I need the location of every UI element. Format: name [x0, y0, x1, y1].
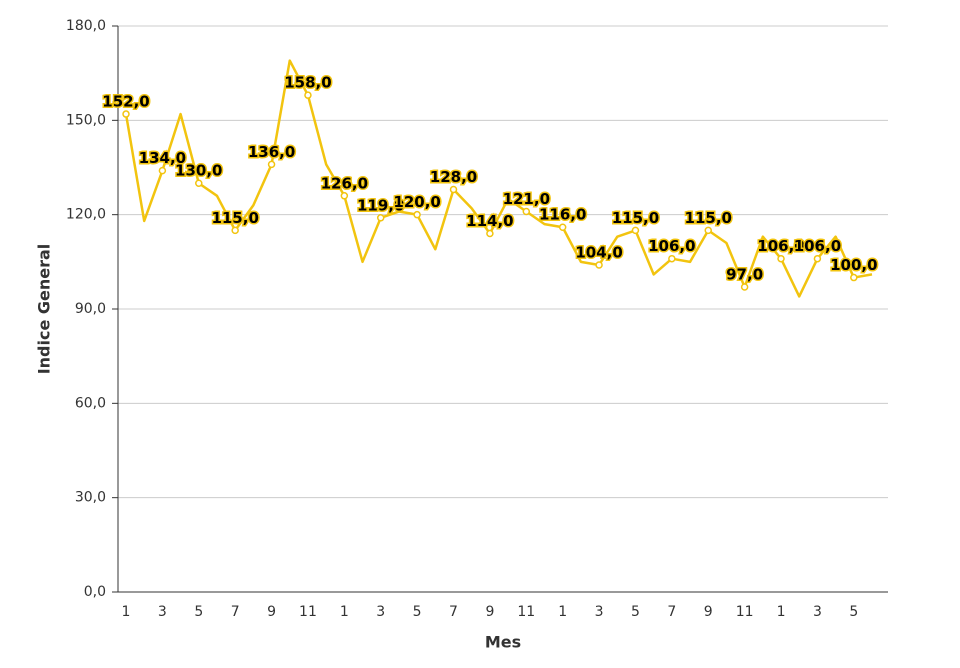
value-label: 130,0	[175, 162, 222, 180]
x-tick-label: 7	[667, 604, 676, 620]
x-tick-label: 5	[631, 604, 640, 620]
y-tick-label: 90,0	[75, 301, 106, 317]
x-tick-label: 3	[376, 604, 385, 620]
y-tick-label: 60,0	[75, 395, 106, 411]
y-tick-label: 30,0	[75, 490, 106, 506]
value-label: 106,0	[757, 237, 804, 255]
point	[231, 226, 239, 235]
point	[195, 179, 203, 187]
x-tick-label: 1	[340, 604, 349, 620]
value-label: 126,0	[321, 174, 368, 192]
x-tick-label: 11	[299, 604, 317, 620]
y-axis-title: Indice General	[35, 244, 54, 375]
point	[813, 254, 822, 263]
y-tick-label: 120,0	[66, 207, 106, 223]
point	[304, 91, 312, 99]
point	[376, 214, 385, 222]
point	[668, 254, 676, 263]
point	[340, 192, 349, 200]
value-label: 97,0	[726, 265, 763, 283]
value-label: 120,0	[393, 193, 440, 211]
value-label: 152,0	[102, 93, 149, 111]
value-label: 115,0	[612, 209, 659, 227]
point	[522, 207, 531, 216]
x-tick-label: 5	[413, 604, 422, 620]
x-tick-label: 5	[849, 604, 858, 620]
x-tick-label: 3	[595, 604, 604, 620]
x-tick-label: 3	[158, 604, 167, 620]
value-label: 106,0	[648, 237, 695, 255]
x-tick-label: 5	[194, 604, 203, 620]
point	[777, 254, 785, 263]
point	[558, 223, 567, 231]
y-tick-label: 180,0	[66, 18, 106, 34]
point	[158, 166, 167, 175]
x-tick-label: 11	[736, 604, 754, 620]
x-axis-title: Mes	[485, 633, 521, 652]
value-label: 104,0	[575, 243, 622, 261]
value-label: 134,0	[139, 149, 186, 167]
x-tick-label: 9	[267, 604, 276, 620]
value-label: 115,0	[211, 209, 258, 227]
point	[704, 226, 712, 235]
value-label: 114,0	[466, 212, 513, 230]
line	[124, 59, 873, 298]
point	[595, 261, 603, 269]
x-tick-label: 7	[231, 604, 240, 620]
value-label: 136,0	[248, 143, 295, 161]
value-label: 115,0	[685, 209, 732, 227]
x-tick-label: 1	[777, 604, 786, 620]
value-label: 100,0	[830, 256, 877, 274]
value-label: 119,0	[357, 196, 404, 214]
x-tick-label: 9	[485, 604, 494, 620]
x-tick-label: 11	[517, 604, 535, 620]
value-label: 121,0	[503, 190, 550, 208]
x-tick-label: 1	[122, 604, 131, 620]
y-tick-label: 0,0	[84, 584, 106, 600]
x-tick-label: 7	[449, 604, 458, 620]
value-label: 116,0	[539, 206, 586, 224]
point	[486, 229, 494, 238]
point	[267, 160, 276, 169]
x-tick-label: 9	[704, 604, 713, 620]
value-label: 128,0	[430, 168, 477, 186]
point	[449, 185, 458, 194]
value-label: 158,0	[284, 74, 331, 92]
x-tick-label: 1	[558, 604, 567, 620]
point	[122, 110, 130, 118]
point	[850, 273, 858, 282]
x-tick-label: 3	[813, 604, 822, 620]
point	[740, 283, 749, 291]
value-label: 106,0	[794, 237, 841, 255]
point	[631, 226, 640, 235]
point	[413, 210, 421, 219]
y-tick-label: 150,0	[66, 112, 106, 128]
